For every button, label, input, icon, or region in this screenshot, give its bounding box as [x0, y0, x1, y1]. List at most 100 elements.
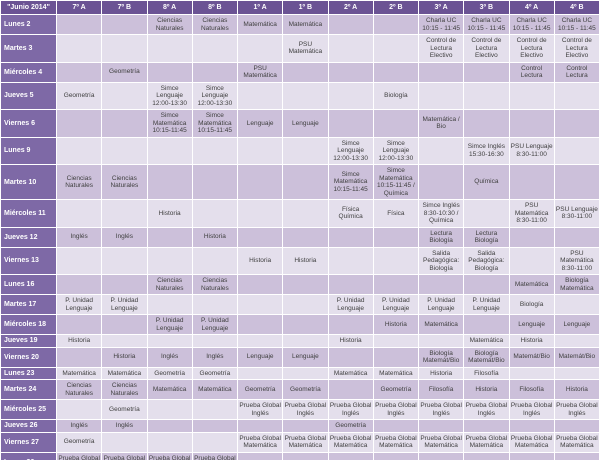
schedule-cell	[146, 136, 193, 165]
schedule-cell	[282, 314, 329, 335]
schedule-cell: Prueba Global Matemática	[553, 431, 600, 453]
schedule-cell: Simce Matemática 10:15-11:45 / Química	[372, 164, 420, 200]
table-row: Miércoles 4 Geometría PSU Matemática Contro…	[0, 61, 600, 83]
schedule-cell	[282, 164, 329, 200]
schedule-cell	[417, 334, 465, 348]
schedule-cell: Prueba Global Matemática	[508, 431, 555, 453]
schedule-cell: Charla UC 10:15 - 11:45	[417, 14, 465, 35]
row-day-label: Jueves 5	[0, 81, 57, 110]
month-title: "Junio 2014"	[0, 0, 57, 15]
schedule-cell: Prueba Global Inglés	[417, 399, 465, 420]
schedule-cell	[146, 246, 193, 275]
column-header: 2º A	[327, 0, 374, 15]
schedule-cell: Control de Lectura Electivo	[508, 34, 555, 63]
schedule-cell	[282, 199, 329, 228]
schedule-cell	[101, 199, 148, 228]
table-row: Martes 3 PSU Matemática Control de Lectura…	[0, 34, 600, 63]
schedule-cell: Salida Pedagógica: Biología	[463, 246, 510, 275]
schedule-cell	[191, 199, 239, 228]
schedule-cell: Ciencias Naturales	[55, 379, 103, 400]
schedule-cell: Biología Matemát/Bio	[463, 346, 510, 368]
table-row: Lunes 23 Matemática Matemática Geometría Geo…	[0, 366, 600, 380]
schedule-cell	[553, 451, 600, 460]
schedule-cell	[327, 226, 374, 248]
schedule-cell	[236, 199, 284, 228]
schedule-cell	[372, 274, 420, 295]
schedule-cell: Matemática	[327, 366, 374, 380]
schedule-cell	[417, 419, 465, 433]
schedule-cell	[146, 399, 193, 420]
schedule-cell	[417, 136, 465, 165]
row-day-label: Miércoles 4	[0, 61, 57, 83]
table-row: Jueves 26 Inglés Inglés Geometría	[0, 419, 600, 433]
schedule-cell	[146, 34, 193, 63]
schedule-cell	[236, 451, 284, 460]
schedule-cell: PSU Matemática 8:30-11:00	[553, 246, 600, 275]
schedule-cell: P. Unidad Lenguaje	[463, 294, 510, 315]
schedule-cell: Ciencias Naturales	[191, 14, 239, 35]
schedule-cell	[417, 164, 465, 200]
schedule-cell: Geometría	[282, 379, 329, 400]
table-row: Viernes 27 Geometría Prueba Global Matemát…	[0, 431, 600, 453]
schedule-cell: Inglés	[55, 419, 103, 433]
schedule-cell	[236, 81, 284, 110]
schedule-cell	[553, 366, 600, 380]
schedule-cell: PSU Matemática 8:30-11:00	[508, 199, 555, 228]
schedule-cell: Control Lectura	[553, 61, 600, 83]
schedule-cell	[372, 246, 420, 275]
row-day-label: Jueves 19	[0, 334, 57, 348]
schedule-cell	[327, 109, 374, 138]
schedule-cell: Simce Inglés 15:30-16:30	[463, 136, 510, 165]
column-header: 4º B	[553, 0, 600, 15]
row-day-label: Viernes 13	[0, 246, 57, 275]
row-day-label: Lunes 23	[0, 366, 57, 380]
schedule-cell: Historia	[191, 226, 239, 248]
schedule-cell	[417, 451, 465, 460]
table-row: Martes 17 P. Unidad Lenguaje P. Unidad Len…	[0, 294, 600, 315]
schedule-cell	[101, 334, 148, 348]
schedule-cell	[236, 419, 284, 433]
schedule-cell: Lenguaje	[236, 109, 284, 138]
schedule-cell	[101, 431, 148, 453]
schedule-cell: P. Unidad Lenguaje	[372, 294, 420, 315]
schedule-cell: Geometría	[146, 366, 193, 380]
schedule-cell	[417, 274, 465, 295]
schedule-cell	[463, 314, 510, 335]
schedule-cell: Simce Lenguaje 12:00-13:30	[327, 136, 374, 165]
schedule-cell	[372, 14, 420, 35]
column-header: 4º A	[508, 0, 555, 15]
schedule-cell	[327, 274, 374, 295]
schedule-cell	[282, 81, 329, 110]
schedule-cell: Matemática	[282, 14, 329, 35]
schedule-cell: Prueba Global Matemática	[463, 431, 510, 453]
column-header: 1º B	[282, 0, 329, 15]
schedule-cell: Prueba Global Inglés	[327, 399, 374, 420]
column-header: 8º B	[191, 0, 239, 15]
schedule-cell	[508, 164, 555, 200]
schedule-cell	[236, 34, 284, 63]
schedule-cell	[508, 366, 555, 380]
schedule-cell: Biología Matemática	[553, 274, 600, 295]
schedule-cell	[146, 164, 193, 200]
schedule-cell: PSU Matemática	[282, 34, 329, 63]
schedule-cell	[55, 274, 103, 295]
schedule-cell	[327, 81, 374, 110]
table-row: Viernes 13 Historia Historia Salida Pedagóg…	[0, 246, 600, 275]
schedule-cell	[101, 81, 148, 110]
schedule-cell	[372, 226, 420, 248]
schedule-cell: Lenguaje	[282, 346, 329, 368]
table-row: Lunes 2 Ciencias Naturales Ciencias Natura…	[0, 14, 600, 35]
schedule-cell: Geometría	[236, 379, 284, 400]
schedule-cell	[282, 451, 329, 460]
schedule-cell: Geometría	[101, 399, 148, 420]
schedule-cell	[191, 164, 239, 200]
schedule-cell: Simce Matemática 10:15-11:45	[146, 109, 193, 138]
schedule-cell: Prueba Global Matemática	[417, 431, 465, 453]
schedule-cell	[146, 294, 193, 315]
schedule-cell: Charla UC 10:15 - 11:45	[463, 14, 510, 35]
schedule-cell: P. Unidad Lenguaje	[417, 294, 465, 315]
schedule-cell: Matemática	[101, 366, 148, 380]
schedule-cell	[236, 274, 284, 295]
schedule-cell	[372, 61, 420, 83]
